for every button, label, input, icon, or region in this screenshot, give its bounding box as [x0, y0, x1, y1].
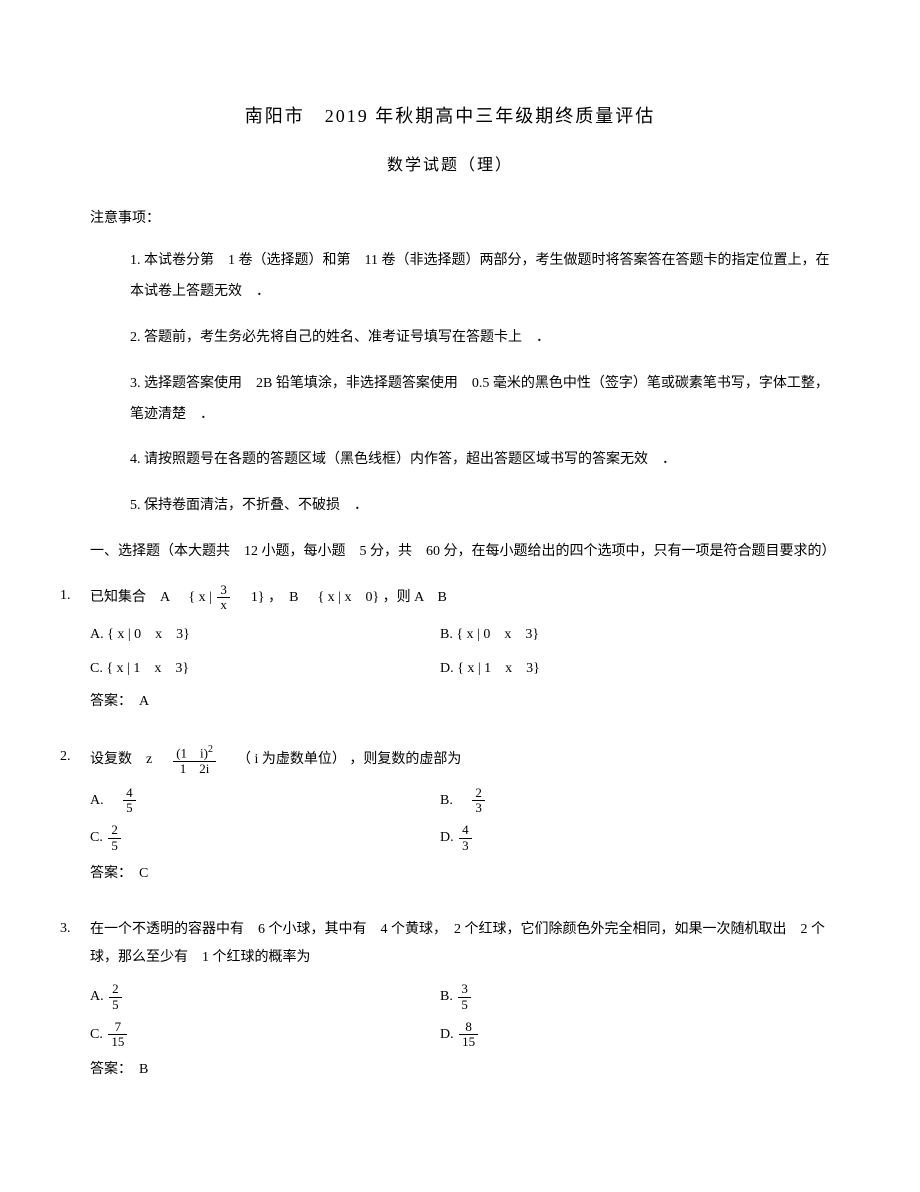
- question-number: 1.: [60, 583, 90, 724]
- q1-fraction: 3 x: [217, 583, 230, 613]
- question-1: 1. 已知集合 A { x | 3 x 1} ， B { x | x 0} ，则…: [60, 583, 840, 724]
- option-d: D. { x | 1 x 3}: [440, 656, 840, 681]
- q2-stem-post: （ i 为虚数单位） ，则复数的虚部为: [237, 752, 461, 767]
- question-number: 3.: [60, 916, 90, 1092]
- question-3: 3. 在一个不透明的容器中有 6 个小球，其中有 4 个黄球， 2 个红球，它们…: [60, 916, 840, 1092]
- section-1-header: 一、选择题（本大题共 12 小题，每小题 5 分，共 60 分，在每小题给出的四…: [90, 537, 840, 568]
- notice-item-5: 5. 保持卷面清洁，不折叠、不破损 ．: [130, 491, 840, 522]
- q1-set1a: { x |: [188, 590, 212, 605]
- option-b: B. 23: [440, 786, 840, 816]
- option-a: A. { x | 0 x 3}: [90, 622, 440, 647]
- answer-1: 答案： A: [90, 689, 840, 714]
- answer-2: 答案： C: [90, 861, 840, 886]
- page-title: 南阳市 2019 年秋期高中三年级期终质量评估: [60, 100, 840, 132]
- page-subtitle: 数学试题（理）: [60, 152, 840, 181]
- option-c: C. 25: [90, 823, 440, 853]
- notice-item-3: 3. 选择题答案使用 2B 铅笔填涂，非选择题答案使用 0.5 毫米的黑色中性（…: [130, 369, 840, 431]
- q2-stem-pre: 设复数 z: [90, 752, 152, 767]
- option-b: B. { x | 0 x 3}: [440, 622, 840, 647]
- q2-fraction: (1 i)2 1 2i: [173, 744, 216, 776]
- question-1-stem: 已知集合 A { x | 3 x 1} ， B { x | x 0} ，则 A …: [90, 583, 840, 613]
- option-b: B. 35: [440, 982, 840, 1012]
- option-d: D. 43: [440, 823, 840, 853]
- notice-item-2: 2. 答题前，考生务必先将自己的姓名、准考证号填写在答题卡上 ．: [130, 323, 840, 354]
- notice-header: 注意事项：: [90, 206, 840, 231]
- q1-set1b: 1} ， B: [251, 590, 299, 605]
- question-2-stem: 设复数 z (1 i)2 1 2i （ i 为虚数单位） ，则复数的虚部为: [90, 744, 840, 776]
- question-3-stem: 在一个不透明的容器中有 6 个小球，其中有 4 个黄球， 2 个红球，它们除颜色…: [90, 916, 840, 972]
- option-c: C. { x | 1 x 3}: [90, 656, 440, 681]
- q1-stem-text: 已知集合 A: [90, 590, 169, 605]
- answer-3: 答案： B: [90, 1057, 840, 1082]
- q1-set2: { x | x 0} ，则 A B: [317, 590, 446, 605]
- notice-item-1: 1. 本试卷分第 1 卷（选择题）和第 11 卷（非选择题）两部分，考生做题时将…: [130, 246, 840, 308]
- notice-item-4: 4. 请按照题号在各题的答题区域（黑色线框）内作答，超出答题区域书写的答案无效 …: [130, 445, 840, 476]
- option-d: D. 815: [440, 1020, 840, 1050]
- option-a: A. 25: [90, 982, 440, 1012]
- option-c: C. 715: [90, 1020, 440, 1050]
- question-number: 2.: [60, 744, 90, 896]
- option-a: A. 45: [90, 786, 440, 816]
- question-2: 2. 设复数 z (1 i)2 1 2i （ i 为虚数单位） ，则复数的虚部为…: [60, 744, 840, 896]
